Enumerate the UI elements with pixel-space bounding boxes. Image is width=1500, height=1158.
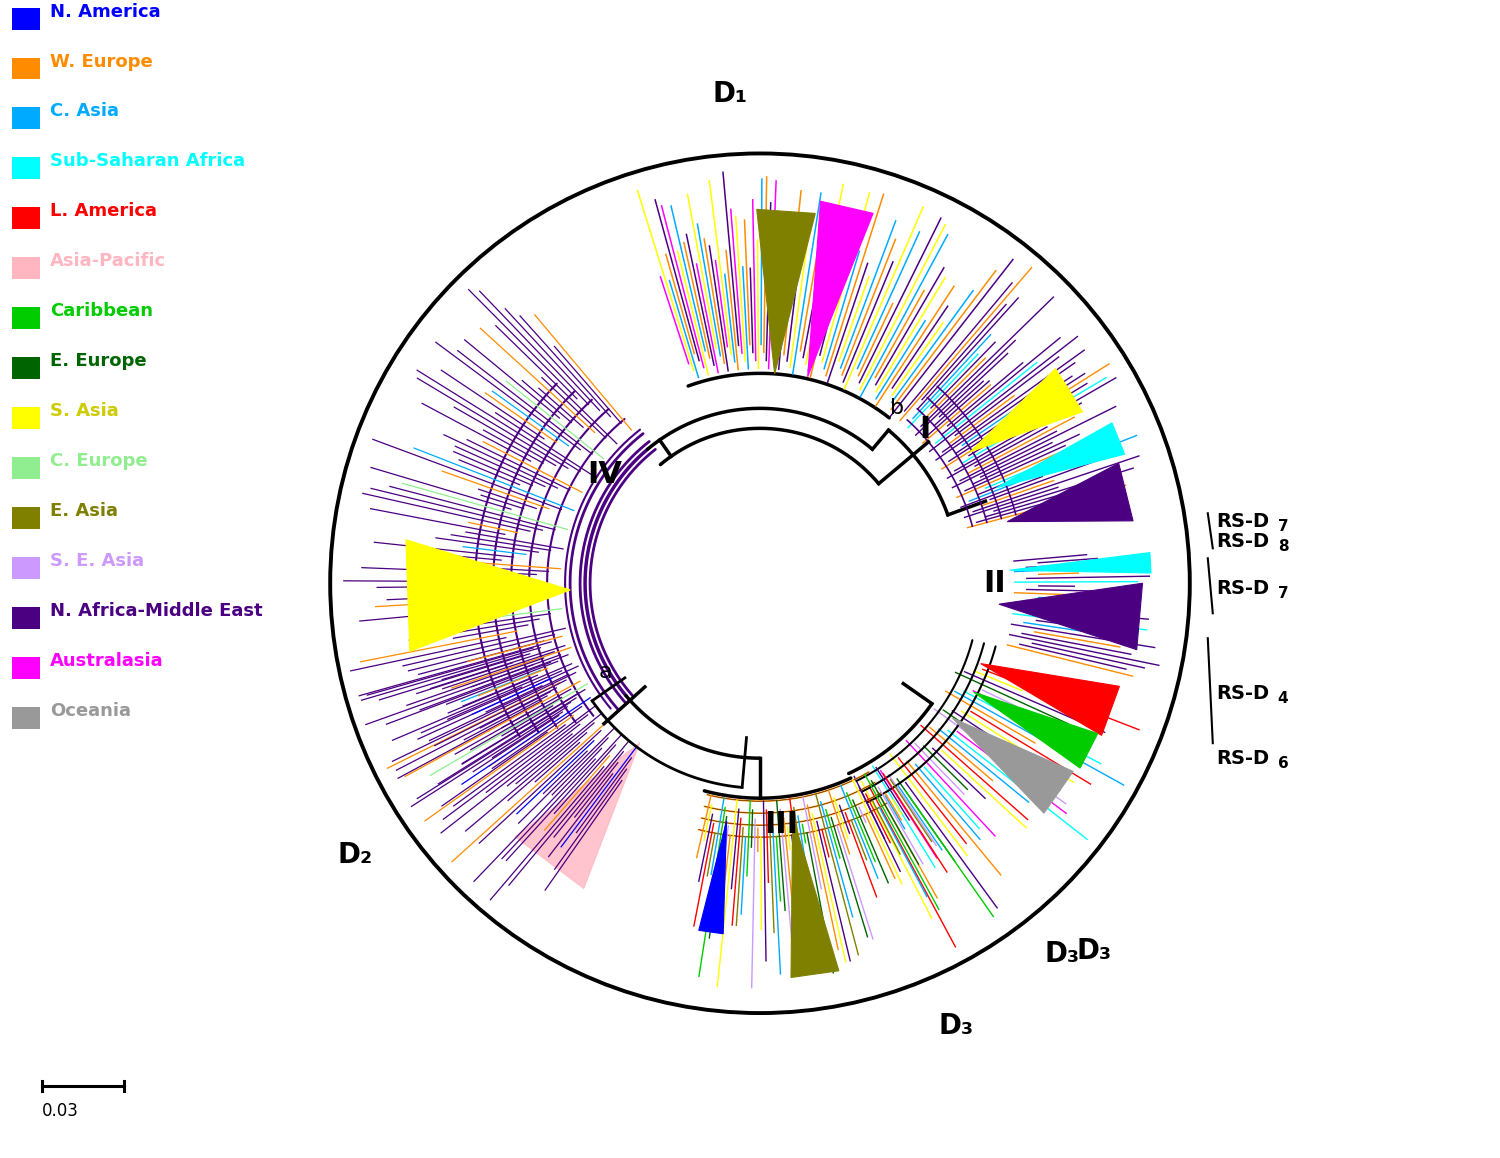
- Text: 7: 7: [1278, 586, 1288, 601]
- Text: C. Europe: C. Europe: [51, 453, 148, 470]
- Polygon shape: [1008, 463, 1132, 521]
- Text: N. Africa-Middle East: N. Africa-Middle East: [51, 602, 262, 621]
- FancyBboxPatch shape: [12, 108, 40, 130]
- Text: IV: IV: [586, 460, 622, 489]
- Text: N. America: N. America: [51, 2, 160, 21]
- Polygon shape: [514, 743, 639, 888]
- Text: D₁: D₁: [712, 80, 747, 109]
- Text: Caribbean: Caribbean: [51, 302, 153, 321]
- Text: RS-D: RS-D: [1216, 512, 1269, 530]
- Text: RS-D: RS-D: [1216, 579, 1269, 598]
- Text: RS-D: RS-D: [1216, 532, 1269, 551]
- FancyBboxPatch shape: [12, 307, 40, 329]
- FancyBboxPatch shape: [12, 658, 40, 680]
- Text: III: III: [764, 809, 798, 838]
- FancyBboxPatch shape: [12, 257, 40, 279]
- Text: 4: 4: [1278, 690, 1288, 705]
- Text: RS-D: RS-D: [1216, 749, 1269, 768]
- Polygon shape: [970, 368, 1083, 452]
- Text: W. Europe: W. Europe: [51, 52, 153, 71]
- Polygon shape: [756, 210, 816, 374]
- Text: b: b: [890, 398, 903, 418]
- FancyBboxPatch shape: [12, 207, 40, 229]
- Text: 0.03: 0.03: [42, 1102, 80, 1120]
- FancyBboxPatch shape: [12, 457, 40, 479]
- Polygon shape: [699, 821, 726, 933]
- Polygon shape: [790, 816, 838, 977]
- Polygon shape: [974, 692, 1098, 768]
- Text: D₃: D₃: [1077, 937, 1112, 965]
- FancyBboxPatch shape: [12, 607, 40, 629]
- Text: a: a: [598, 662, 612, 682]
- Text: E. Asia: E. Asia: [51, 503, 118, 520]
- FancyBboxPatch shape: [12, 7, 40, 29]
- Polygon shape: [406, 540, 570, 651]
- Text: 8: 8: [1278, 538, 1288, 554]
- Text: D₂: D₂: [338, 842, 374, 870]
- Polygon shape: [952, 718, 1072, 813]
- Text: 6: 6: [1278, 756, 1288, 771]
- Text: D₃: D₃: [1044, 940, 1080, 968]
- Polygon shape: [807, 201, 873, 376]
- FancyBboxPatch shape: [12, 358, 40, 380]
- Text: C. Asia: C. Asia: [51, 102, 120, 120]
- Text: Australasia: Australasia: [51, 652, 164, 670]
- Text: 7: 7: [1278, 519, 1288, 534]
- Polygon shape: [996, 423, 1125, 488]
- Text: RS-D: RS-D: [1216, 683, 1269, 703]
- Text: Sub-Saharan Africa: Sub-Saharan Africa: [51, 153, 246, 170]
- Text: S. E. Asia: S. E. Asia: [51, 552, 144, 570]
- FancyBboxPatch shape: [12, 157, 40, 179]
- Text: I: I: [920, 416, 930, 445]
- Polygon shape: [999, 584, 1143, 650]
- Text: E. Europe: E. Europe: [51, 352, 147, 371]
- Text: D₃: D₃: [939, 1012, 974, 1041]
- FancyBboxPatch shape: [12, 58, 40, 80]
- Text: L. America: L. America: [51, 203, 158, 220]
- Text: Oceania: Oceania: [51, 702, 132, 720]
- Text: II: II: [984, 569, 1006, 598]
- FancyBboxPatch shape: [12, 708, 40, 730]
- Polygon shape: [1010, 552, 1150, 573]
- Polygon shape: [981, 664, 1119, 735]
- FancyBboxPatch shape: [12, 408, 40, 430]
- FancyBboxPatch shape: [12, 557, 40, 579]
- Text: Asia-Pacific: Asia-Pacific: [51, 252, 166, 271]
- Text: S. Asia: S. Asia: [51, 402, 118, 420]
- FancyBboxPatch shape: [12, 507, 40, 529]
